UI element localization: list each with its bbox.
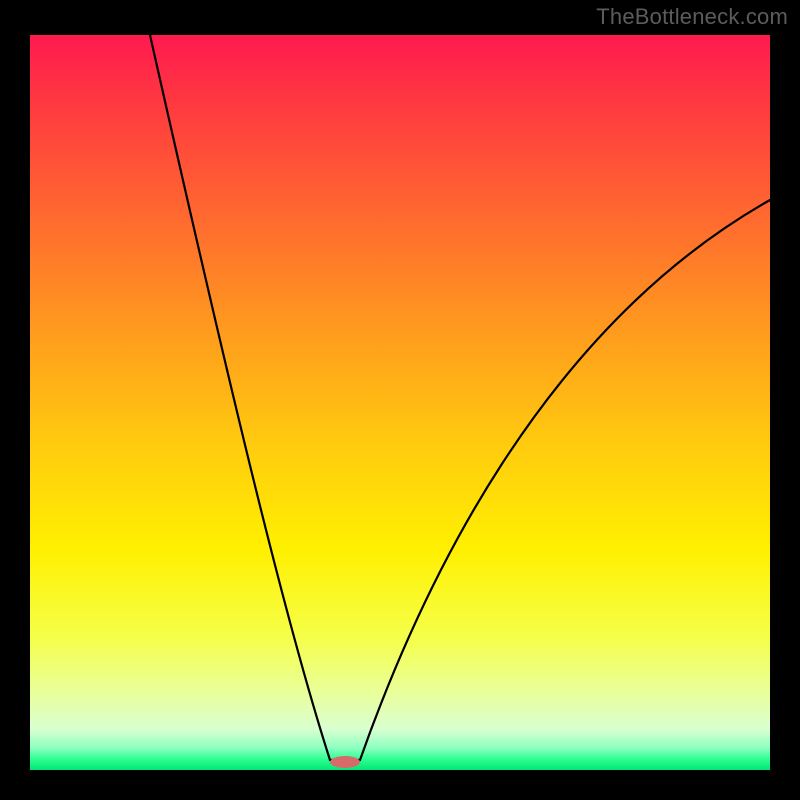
bottleneck-chart: [0, 0, 800, 800]
watermark-label: TheBottleneck.com: [596, 4, 788, 30]
figure-root: TheBottleneck.com: [0, 0, 800, 800]
optimal-marker: [330, 756, 360, 768]
